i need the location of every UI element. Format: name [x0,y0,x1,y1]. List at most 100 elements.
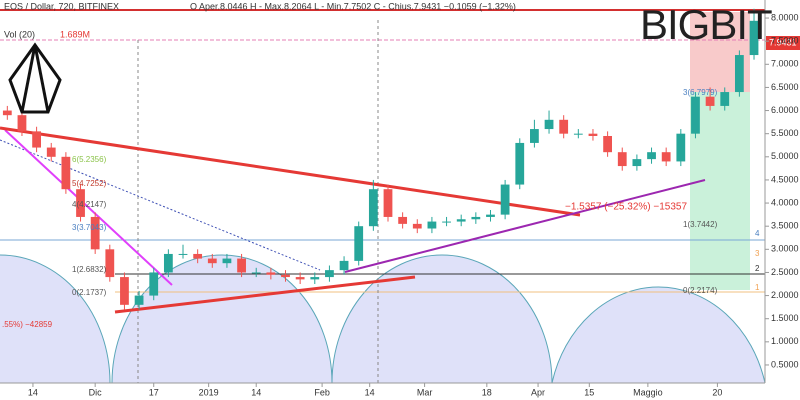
y-tick-label: 1.0000 [771,336,799,346]
profit-zone [690,92,750,290]
x-tick-label: Maggio [633,387,663,397]
annotation: 1(2.6832) [72,265,107,274]
x-tick-label: Apr [531,387,545,397]
candle-body [46,147,56,157]
annotation: .55%) −42859 [2,320,53,329]
annotation: 0(2.2174) [683,286,718,295]
y-tick-label: 2.0000 [771,290,799,300]
candle-body [559,119,569,134]
eos-logo [8,42,62,114]
candle-body [149,272,159,296]
cycle-arc [0,254,111,384]
candle-body [339,260,349,271]
annotation: 2 [755,264,760,273]
candle-body [442,221,451,223]
red-support [114,275,416,314]
volume-label: Vol (20) [4,29,35,39]
last-price: 7.9431 [769,37,797,47]
x-tick-label: Dic [89,387,102,397]
candle-body [412,223,422,229]
x-tick-label: 20 [712,387,722,397]
candle-body [222,258,232,264]
x-tick-label: 14 [251,387,261,397]
last-price-box [766,36,800,50]
y-tick-label: 5.5000 [771,128,799,138]
cycle-circles [0,254,766,384]
candle-body [266,272,276,275]
candle-body [76,189,85,217]
dotted-trend [0,139,321,271]
y-tick-label: 4.5000 [771,174,799,184]
y-tick-label: 6.5000 [771,82,799,92]
candle-body [105,249,115,278]
candle-body [17,115,27,132]
annotation: 6(5.2356) [72,155,107,164]
annotation: 3 [755,249,760,258]
candle-body [295,277,305,280]
y-tick-label: 3.0000 [771,244,799,254]
candle-body [207,258,217,264]
x-tick-label: 15 [584,387,594,397]
y-tick-label: 7.5000 [771,36,799,46]
candle-body [163,253,173,273]
logo-shape [33,44,50,113]
candle-body [705,96,715,106]
y-tick-label: 5.0000 [771,151,799,161]
candle-body [500,184,510,215]
candle-body [398,216,408,224]
candle-body [456,219,466,222]
candle-body [120,277,129,305]
candle-body [588,133,598,136]
magenta-trend [4,129,173,286]
logo-shape [8,42,62,114]
annotation: 3(3.7043) [72,223,107,232]
x-tick-label: 2019 [199,387,219,397]
cycle-arc [111,254,333,384]
y-tick-label: 6.0000 [771,105,799,115]
annotation: 1(3.7442) [683,220,718,229]
price-axis [765,0,800,400]
candle-body [661,152,671,162]
candle-body [383,189,393,217]
candle-body [573,133,583,135]
logo-shape [20,44,37,113]
ohlc-header: O Aper.8.0446 H - Max.8.2064 L - Min.7.7… [190,1,516,11]
annotation: 0(2.1737) [72,288,107,297]
y-tick-label: 7.0000 [771,59,799,69]
candle-body [603,135,612,153]
logo: BIGBIT [640,1,772,48]
volume-value: 1.689M [60,29,90,39]
candle-body [325,270,334,278]
candle-body [90,216,100,250]
candle-body [720,92,730,106]
candle-body [251,272,261,274]
x-tick-label: 17 [149,387,159,397]
cycle-arc [331,254,553,384]
candle-body [32,131,41,148]
candles [2,8,759,310]
candle-body [617,152,627,167]
candle-body [734,55,744,93]
red-trend [0,126,581,217]
candle-body [134,295,144,305]
candle-body [471,216,481,220]
candle-body [61,156,71,190]
candle-body [676,133,686,162]
annotation: −1.5357 (−25.32%) −15357 [565,202,687,213]
candle-body [691,96,700,134]
candle-body [178,253,188,255]
cycle-arc [551,286,766,384]
x-tick-label: 18 [482,387,492,397]
candle-body [632,159,642,167]
candle-body [749,20,759,56]
candle-body [2,110,12,116]
annotation: 4 [755,229,760,238]
y-tick-label: 4.0000 [771,197,799,207]
candle-body [530,129,539,143]
candle-body [281,274,290,278]
y-tick-label: 2.5000 [771,267,799,277]
x-tick-label: 14 [28,387,38,397]
y-tick-label: 3.5000 [771,221,799,231]
candle-body [427,221,437,229]
